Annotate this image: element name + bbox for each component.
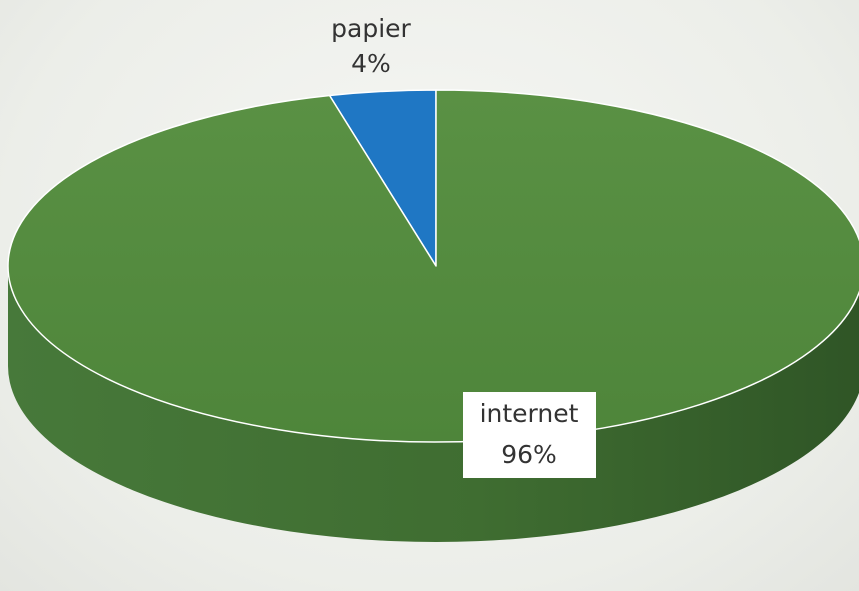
data-label-papier: papier 4% — [331, 14, 411, 78]
data-label-internet-value: 96% — [501, 440, 557, 469]
pie-top-layer — [8, 90, 859, 442]
data-label-internet: internet 96% — [463, 392, 596, 478]
data-label-papier-category: papier — [331, 14, 411, 43]
data-label-papier-value: 4% — [351, 49, 391, 78]
data-label-internet-category: internet — [480, 399, 579, 428]
